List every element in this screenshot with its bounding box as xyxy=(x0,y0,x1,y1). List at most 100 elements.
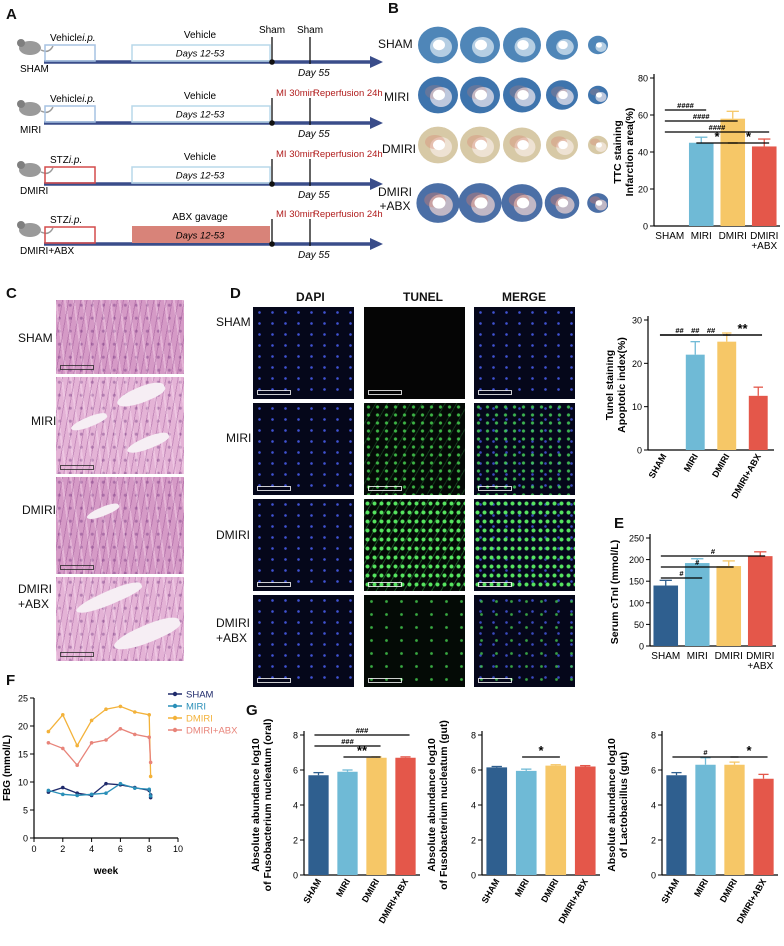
significance-label: ## xyxy=(691,326,700,335)
y-tick-label: 25 xyxy=(18,694,28,704)
mouse-ear xyxy=(17,39,25,47)
mouse-icon xyxy=(17,221,54,237)
ttc-slice xyxy=(588,35,608,55)
chart-f-fbg-line: 0 5 10 15 20 25 0 2 4 6 8 10 week FBG (mmol/L) SHAMMIR… xyxy=(2,690,238,878)
x-category-label: MIRI xyxy=(691,231,712,242)
y-tick-label: 150 xyxy=(629,577,644,587)
slice-lumen xyxy=(475,89,487,101)
b-row-label-miri: MIRI xyxy=(384,90,410,104)
y-tick-label: 8 xyxy=(471,731,476,741)
y-tick-label: 2 xyxy=(293,836,298,846)
mouse-tail xyxy=(40,167,54,175)
bar-1 xyxy=(515,770,537,875)
y-tick-label: 6 xyxy=(293,766,298,776)
y-tick-label: 0 xyxy=(293,871,298,881)
timeline-arrow-head xyxy=(370,56,383,68)
b-row-label-dmiri-abx: DMIRI +ABX xyxy=(378,185,412,213)
bar-1 xyxy=(688,142,714,226)
significance-label: #### xyxy=(677,101,695,110)
ttc-slice xyxy=(503,27,541,63)
d-col-header-dapi: DAPI xyxy=(296,290,325,304)
slice-lumen xyxy=(517,40,529,50)
x-tick-label: 8 xyxy=(147,844,152,854)
treatment-box xyxy=(131,44,271,62)
day-label: Day 55 xyxy=(298,129,330,140)
x-category-label: DMIRI xyxy=(710,452,731,479)
bar-1 xyxy=(684,563,710,646)
slice-lumen xyxy=(558,140,568,150)
pretreatment-route: i.p. xyxy=(69,155,82,166)
surgery-label: MI 30min xyxy=(276,88,315,99)
ttc-slice xyxy=(458,183,502,223)
ttc-slice xyxy=(501,184,543,222)
reperfusion-label: Reperfusion 24h xyxy=(313,149,383,160)
timeline-arrow-head xyxy=(370,117,383,129)
y-tick-label: 4 xyxy=(471,801,476,811)
x-category-label-line: MIRI xyxy=(691,231,712,242)
ttc-slice xyxy=(544,187,580,219)
x-tick-label: 0 xyxy=(31,844,36,854)
ttc-slice xyxy=(418,126,458,164)
pretreatment-label: Vehiclei.p. xyxy=(50,94,96,105)
y-axis-title-line: Apoptotic index(%) xyxy=(616,337,628,433)
slice-lumen xyxy=(474,197,488,209)
x-category-label-line: DMIRI xyxy=(715,651,743,662)
treatment-label: Vehicle xyxy=(184,91,217,102)
y-tick-label: 4 xyxy=(651,801,656,811)
d-image-dmiri-abx-tunel xyxy=(364,595,465,687)
bar-3 xyxy=(395,757,416,875)
series-point xyxy=(104,781,108,786)
x-category-label: MIRI xyxy=(687,651,708,662)
x-category-label: MIRI xyxy=(692,877,710,898)
series-point xyxy=(61,792,65,797)
pretreatment-label: Vehiclei.p. xyxy=(50,33,96,44)
slice-lumen xyxy=(557,198,569,208)
y-axis-title-line: TTC staining xyxy=(612,120,624,184)
d-image-dmiri-abx-dapi xyxy=(253,595,354,687)
d-row-label-miri: MIRI xyxy=(226,431,252,445)
y-tick-label: 250 xyxy=(629,534,644,544)
y-axis-title-line: Absolute abundance log10 xyxy=(606,738,618,872)
series-point xyxy=(133,732,137,737)
y-tick-label: 100 xyxy=(629,598,644,608)
y-tick-label: 20 xyxy=(638,185,648,195)
x-category-label-line: MIRI xyxy=(687,651,708,662)
d-image-miri-dapi xyxy=(253,403,354,495)
pretreatment-route: i.p. xyxy=(82,33,95,44)
y-axis-title-line: Absolute abundance log10 xyxy=(250,738,262,872)
ttc-slice xyxy=(418,76,458,114)
x-tick-label: 2 xyxy=(60,844,65,854)
significance-label: # xyxy=(695,558,700,567)
he-image-dmiri xyxy=(56,477,184,574)
y-axis-title-line: of Lactobacillus (gut) xyxy=(618,752,630,858)
bar-1 xyxy=(685,354,705,450)
x-category-label: SHAM xyxy=(655,231,684,242)
panel-b-slices: SHAM MIRI DMIRI DMIRI +ABX xyxy=(378,25,608,270)
treatment-box xyxy=(131,166,271,184)
y-tick-label: 200 xyxy=(629,555,644,565)
y-axis-title: Absolute abundance log10of Fusobacterium… xyxy=(426,720,450,890)
y-tick-label: 2 xyxy=(471,836,476,846)
series-point xyxy=(147,787,151,792)
pretreatment-agent: STZ xyxy=(50,215,69,226)
day-label: Day 55 xyxy=(298,250,330,261)
y-axis-title-line: Infarction area(%) xyxy=(624,108,636,197)
x-category-label-line: +ABX xyxy=(747,661,773,672)
d-image-dmiri-abx-merge xyxy=(474,595,575,687)
y-tick-label: 0 xyxy=(651,871,656,881)
x-category-label-line: DMIRI xyxy=(746,651,774,662)
series-point xyxy=(147,713,151,717)
x-category-label: SHAM xyxy=(659,877,681,905)
mouse-ear xyxy=(17,161,25,169)
x-category-label-line: SHAM xyxy=(655,231,684,242)
ttc-slice xyxy=(460,76,500,114)
x-category-label: DMIRI xyxy=(719,231,747,242)
group-label: SHAM xyxy=(20,64,49,75)
ttc-slice xyxy=(460,26,500,64)
d-image-sham-dapi xyxy=(253,307,354,399)
series-point xyxy=(46,741,51,745)
y-tick-label: 8 xyxy=(651,731,656,741)
x-axis-title: week xyxy=(93,866,119,877)
